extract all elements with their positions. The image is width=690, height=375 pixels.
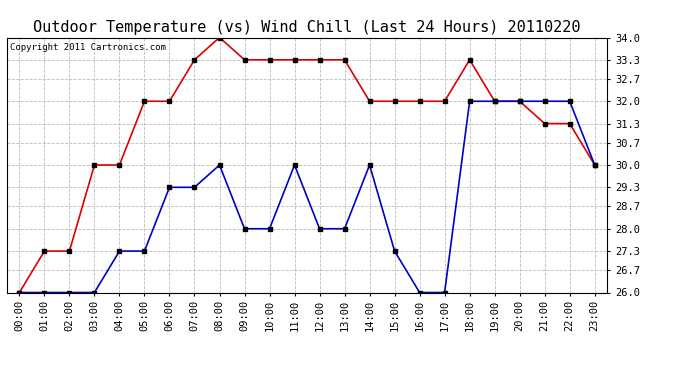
Title: Outdoor Temperature (vs) Wind Chill (Last 24 Hours) 20110220: Outdoor Temperature (vs) Wind Chill (Las…: [33, 20, 581, 35]
Text: Copyright 2011 Cartronics.com: Copyright 2011 Cartronics.com: [10, 43, 166, 52]
